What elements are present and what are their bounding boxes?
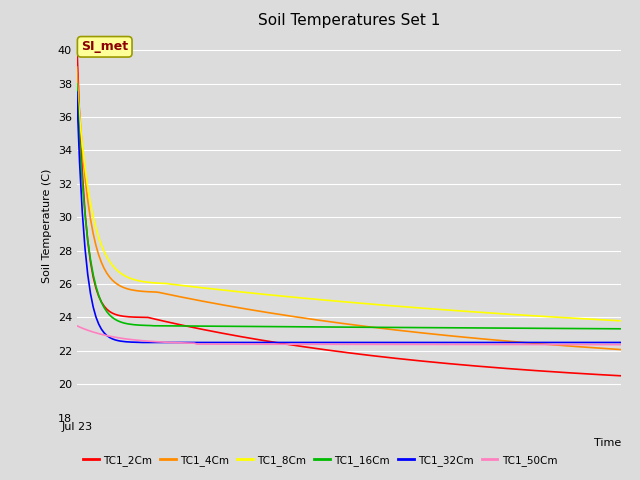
TC1_8Cm [617,318,625,324]
TC1_16Cm [589,326,597,332]
TC1_8Cm [73,81,81,86]
TC1_32Cm [73,89,81,95]
TC1_2Cm [589,372,597,377]
TC1_16Cm [570,325,578,331]
TC1_50Cm [617,342,625,348]
TC1_50Cm [570,342,578,348]
TC1_2Cm [617,373,625,379]
Line: TC1_16Cm: TC1_16Cm [77,84,621,329]
TC1_8Cm [174,282,182,288]
TC1_32Cm [573,339,581,345]
TC1_32Cm [95,321,102,327]
TC1_50Cm [218,341,225,347]
Y-axis label: Soil Temperature (C): Soil Temperature (C) [42,168,52,283]
Line: TC1_32Cm: TC1_32Cm [77,92,621,342]
Line: TC1_4Cm: TC1_4Cm [77,67,621,349]
TC1_2Cm [570,370,578,376]
Line: TC1_8Cm: TC1_8Cm [77,84,621,321]
TC1_16Cm [218,324,225,329]
TC1_50Cm [95,331,102,336]
TC1_2Cm [174,322,182,327]
TC1_4Cm [174,293,182,299]
TC1_16Cm [95,292,102,298]
TC1_50Cm [174,340,182,346]
TC1_32Cm [139,339,147,345]
Legend: TC1_2Cm, TC1_4Cm, TC1_8Cm, TC1_16Cm, TC1_32Cm, TC1_50Cm: TC1_2Cm, TC1_4Cm, TC1_8Cm, TC1_16Cm, TC1… [79,451,561,470]
TC1_16Cm [617,326,625,332]
TC1_16Cm [174,323,182,329]
TC1_32Cm [617,339,625,345]
Text: SI_met: SI_met [81,40,128,53]
Line: TC1_2Cm: TC1_2Cm [77,42,621,376]
Title: Soil Temperatures Set 1: Soil Temperatures Set 1 [258,13,440,28]
TC1_4Cm [95,252,102,258]
TC1_32Cm [177,339,184,345]
TC1_8Cm [95,234,102,240]
TC1_4Cm [73,64,81,70]
TC1_4Cm [570,344,578,349]
TC1_8Cm [589,316,597,322]
TC1_50Cm [589,342,597,348]
TC1_32Cm [106,335,113,340]
TC1_8Cm [106,259,113,264]
TC1_16Cm [106,312,113,318]
TC1_4Cm [589,345,597,350]
TC1_2Cm [73,39,81,45]
TC1_50Cm [73,323,81,329]
TC1_2Cm [218,330,225,336]
TC1_2Cm [95,293,102,299]
TC1_4Cm [106,274,113,280]
TC1_4Cm [617,347,625,352]
X-axis label: Time: Time [593,438,621,448]
TC1_2Cm [106,309,113,314]
TC1_16Cm [73,81,81,86]
TC1_8Cm [218,287,225,293]
TC1_8Cm [570,315,578,321]
TC1_32Cm [593,339,600,345]
Line: TC1_50Cm: TC1_50Cm [77,326,621,345]
TC1_32Cm [221,339,228,345]
TC1_50Cm [106,333,113,339]
TC1_4Cm [218,302,225,308]
